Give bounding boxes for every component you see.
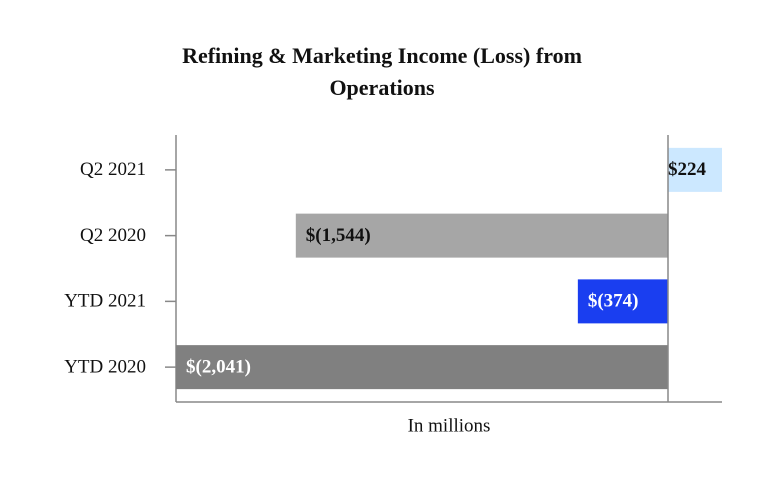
- bar: [176, 345, 669, 390]
- chart-title: Refining & Marketing Income (Loss) from …: [182, 43, 582, 100]
- y-tick-label: Q2 2020: [80, 225, 146, 246]
- bar: [668, 147, 722, 192]
- value-label: $(374): [588, 291, 639, 312]
- y-tick-label: YTD 2020: [64, 356, 146, 377]
- y-tick-label: Q2 2021: [80, 159, 146, 180]
- bar: [577, 279, 669, 324]
- value-label: $(2,041): [186, 356, 251, 377]
- y-tick-label: YTD 2021: [64, 291, 146, 312]
- value-label: $224: [668, 159, 707, 180]
- value-label: $(1,544): [306, 225, 371, 246]
- x-axis-label: In millions: [408, 415, 491, 436]
- bar: [295, 213, 669, 258]
